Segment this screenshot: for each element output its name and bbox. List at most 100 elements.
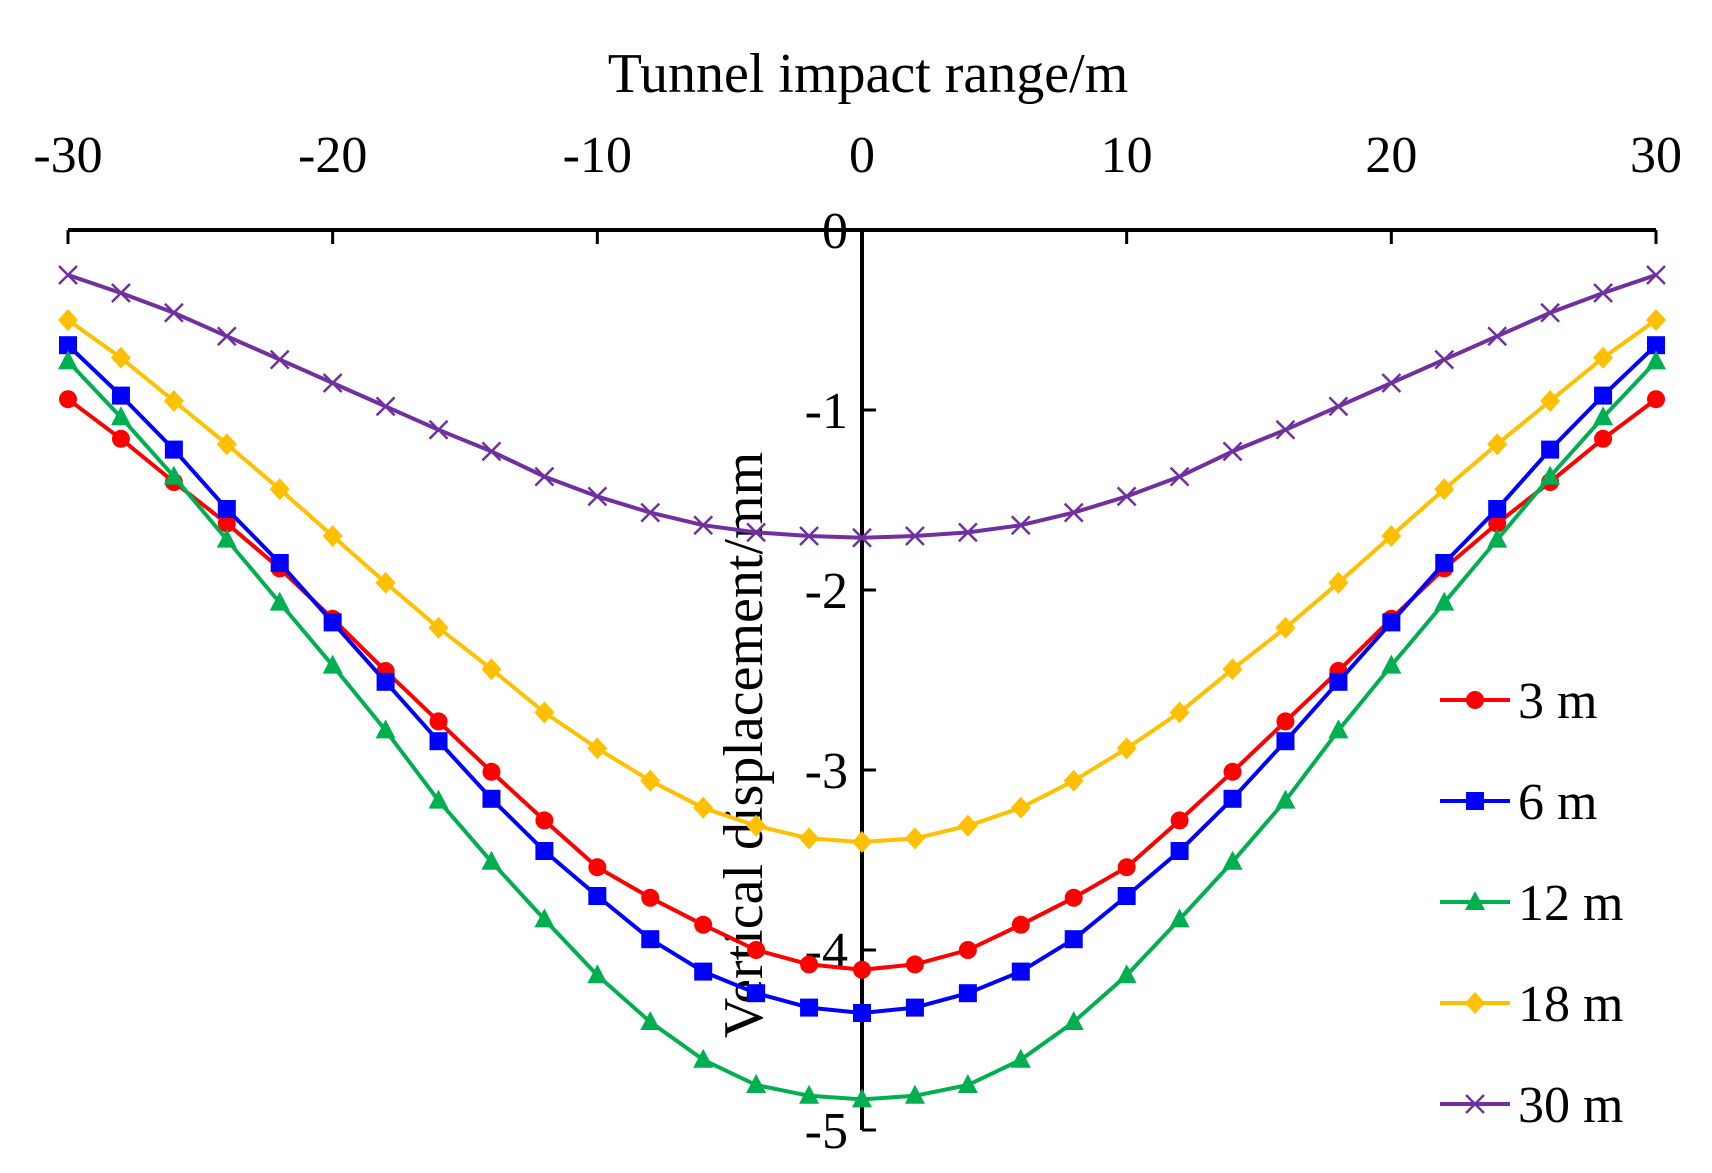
data-point: [269, 349, 290, 370]
data-point: [217, 514, 236, 533]
x-tick-label: -20: [298, 127, 367, 184]
data-point: [111, 386, 130, 405]
data-point: [164, 440, 183, 459]
data-point: [1328, 571, 1349, 594]
data-point: [1223, 762, 1242, 781]
data-point: [1223, 789, 1242, 808]
data-point: [1011, 962, 1030, 981]
data-point: [852, 1088, 872, 1108]
data-point: [905, 998, 924, 1017]
legend-entry: 3 m: [1440, 673, 1597, 730]
data-point: [1116, 737, 1137, 760]
data-point: [482, 762, 501, 781]
data-point: [376, 672, 395, 691]
data-point: [746, 814, 767, 837]
data-point: [269, 591, 290, 611]
data-point: [904, 827, 925, 850]
data-point: [163, 302, 184, 323]
data-point: [375, 571, 396, 594]
data-point: [1010, 1048, 1031, 1068]
data-point: [1594, 386, 1613, 405]
data-point: [535, 842, 554, 860]
x-tick-label: 0: [849, 127, 875, 184]
data-point: [641, 888, 660, 907]
data-point: [1593, 283, 1613, 303]
y-axis-title: Vertical displacement/mm: [713, 452, 775, 1038]
data-point: [1170, 811, 1189, 830]
data-point: [1328, 719, 1349, 739]
series-18m: [58, 309, 1666, 853]
legend-entry: 6 m: [1440, 774, 1597, 831]
data-point: [1064, 930, 1083, 949]
data-point: [1593, 346, 1614, 369]
legend-marker: [1465, 891, 1485, 910]
data-point: [1169, 908, 1190, 928]
data-point: [1276, 732, 1295, 751]
data-point: [429, 732, 448, 751]
data-point: [481, 658, 502, 681]
series-30m: [58, 265, 1666, 548]
legend-marker: [1465, 992, 1485, 1014]
data-point: [481, 441, 502, 462]
data-point: [216, 433, 237, 456]
data-point: [111, 429, 130, 448]
data-point: [59, 390, 77, 409]
data-point: [216, 326, 237, 347]
data-point: [1434, 478, 1455, 501]
data-point: [853, 1004, 871, 1022]
data-point: [800, 998, 819, 1017]
data-point: [694, 915, 713, 934]
data-point: [958, 984, 977, 1003]
legend-marker: [1466, 792, 1484, 810]
data-point: [1647, 336, 1665, 355]
legend-label: 12 m: [1518, 875, 1623, 932]
data-point: [1275, 789, 1296, 809]
data-point: [270, 554, 289, 572]
data-point: [640, 502, 661, 523]
data-point: [747, 984, 766, 1003]
data-point: [322, 525, 343, 547]
y-tick-label: -2: [805, 563, 848, 620]
series-group: [58, 265, 1666, 1108]
data-point: [1541, 440, 1560, 459]
data-point: [58, 265, 78, 285]
data-point: [535, 811, 554, 830]
data-point: [799, 1084, 820, 1104]
legend-label: 18 m: [1518, 976, 1623, 1033]
data-point: [957, 1074, 978, 1093]
data-point: [482, 789, 501, 808]
data-point: [1328, 396, 1349, 417]
data-point: [428, 419, 449, 440]
x-axis-title: Tunnel impact range/m: [608, 43, 1129, 105]
data-point: [1063, 1011, 1084, 1030]
data-point: [1540, 302, 1561, 323]
data-point: [1329, 672, 1348, 691]
legend-marker: [1465, 1094, 1485, 1114]
data-point: [1117, 858, 1136, 877]
data-point: [1593, 406, 1614, 426]
data-point: [1646, 309, 1666, 331]
data-point: [693, 515, 714, 536]
data-point: [694, 962, 713, 981]
data-point: [1488, 514, 1507, 533]
data-point: [799, 526, 819, 546]
data-point: [163, 465, 184, 485]
y-tick-label: -3: [805, 743, 848, 800]
data-point: [1381, 525, 1402, 547]
data-point: [1434, 591, 1455, 611]
data-point: [1064, 888, 1083, 907]
data-point: [58, 350, 78, 370]
data-point: [1540, 390, 1561, 412]
data-point: [1594, 429, 1613, 448]
data-point: [641, 930, 660, 949]
data-point: [587, 964, 608, 984]
data-point: [1170, 842, 1189, 860]
data-point: [1063, 502, 1084, 523]
data-point: [1487, 433, 1508, 456]
legend-label: 3 m: [1518, 673, 1597, 730]
data-point: [1381, 373, 1402, 393]
data-point: [428, 789, 449, 809]
legend-label: 30 m: [1518, 1077, 1623, 1134]
data-point: [587, 737, 608, 760]
